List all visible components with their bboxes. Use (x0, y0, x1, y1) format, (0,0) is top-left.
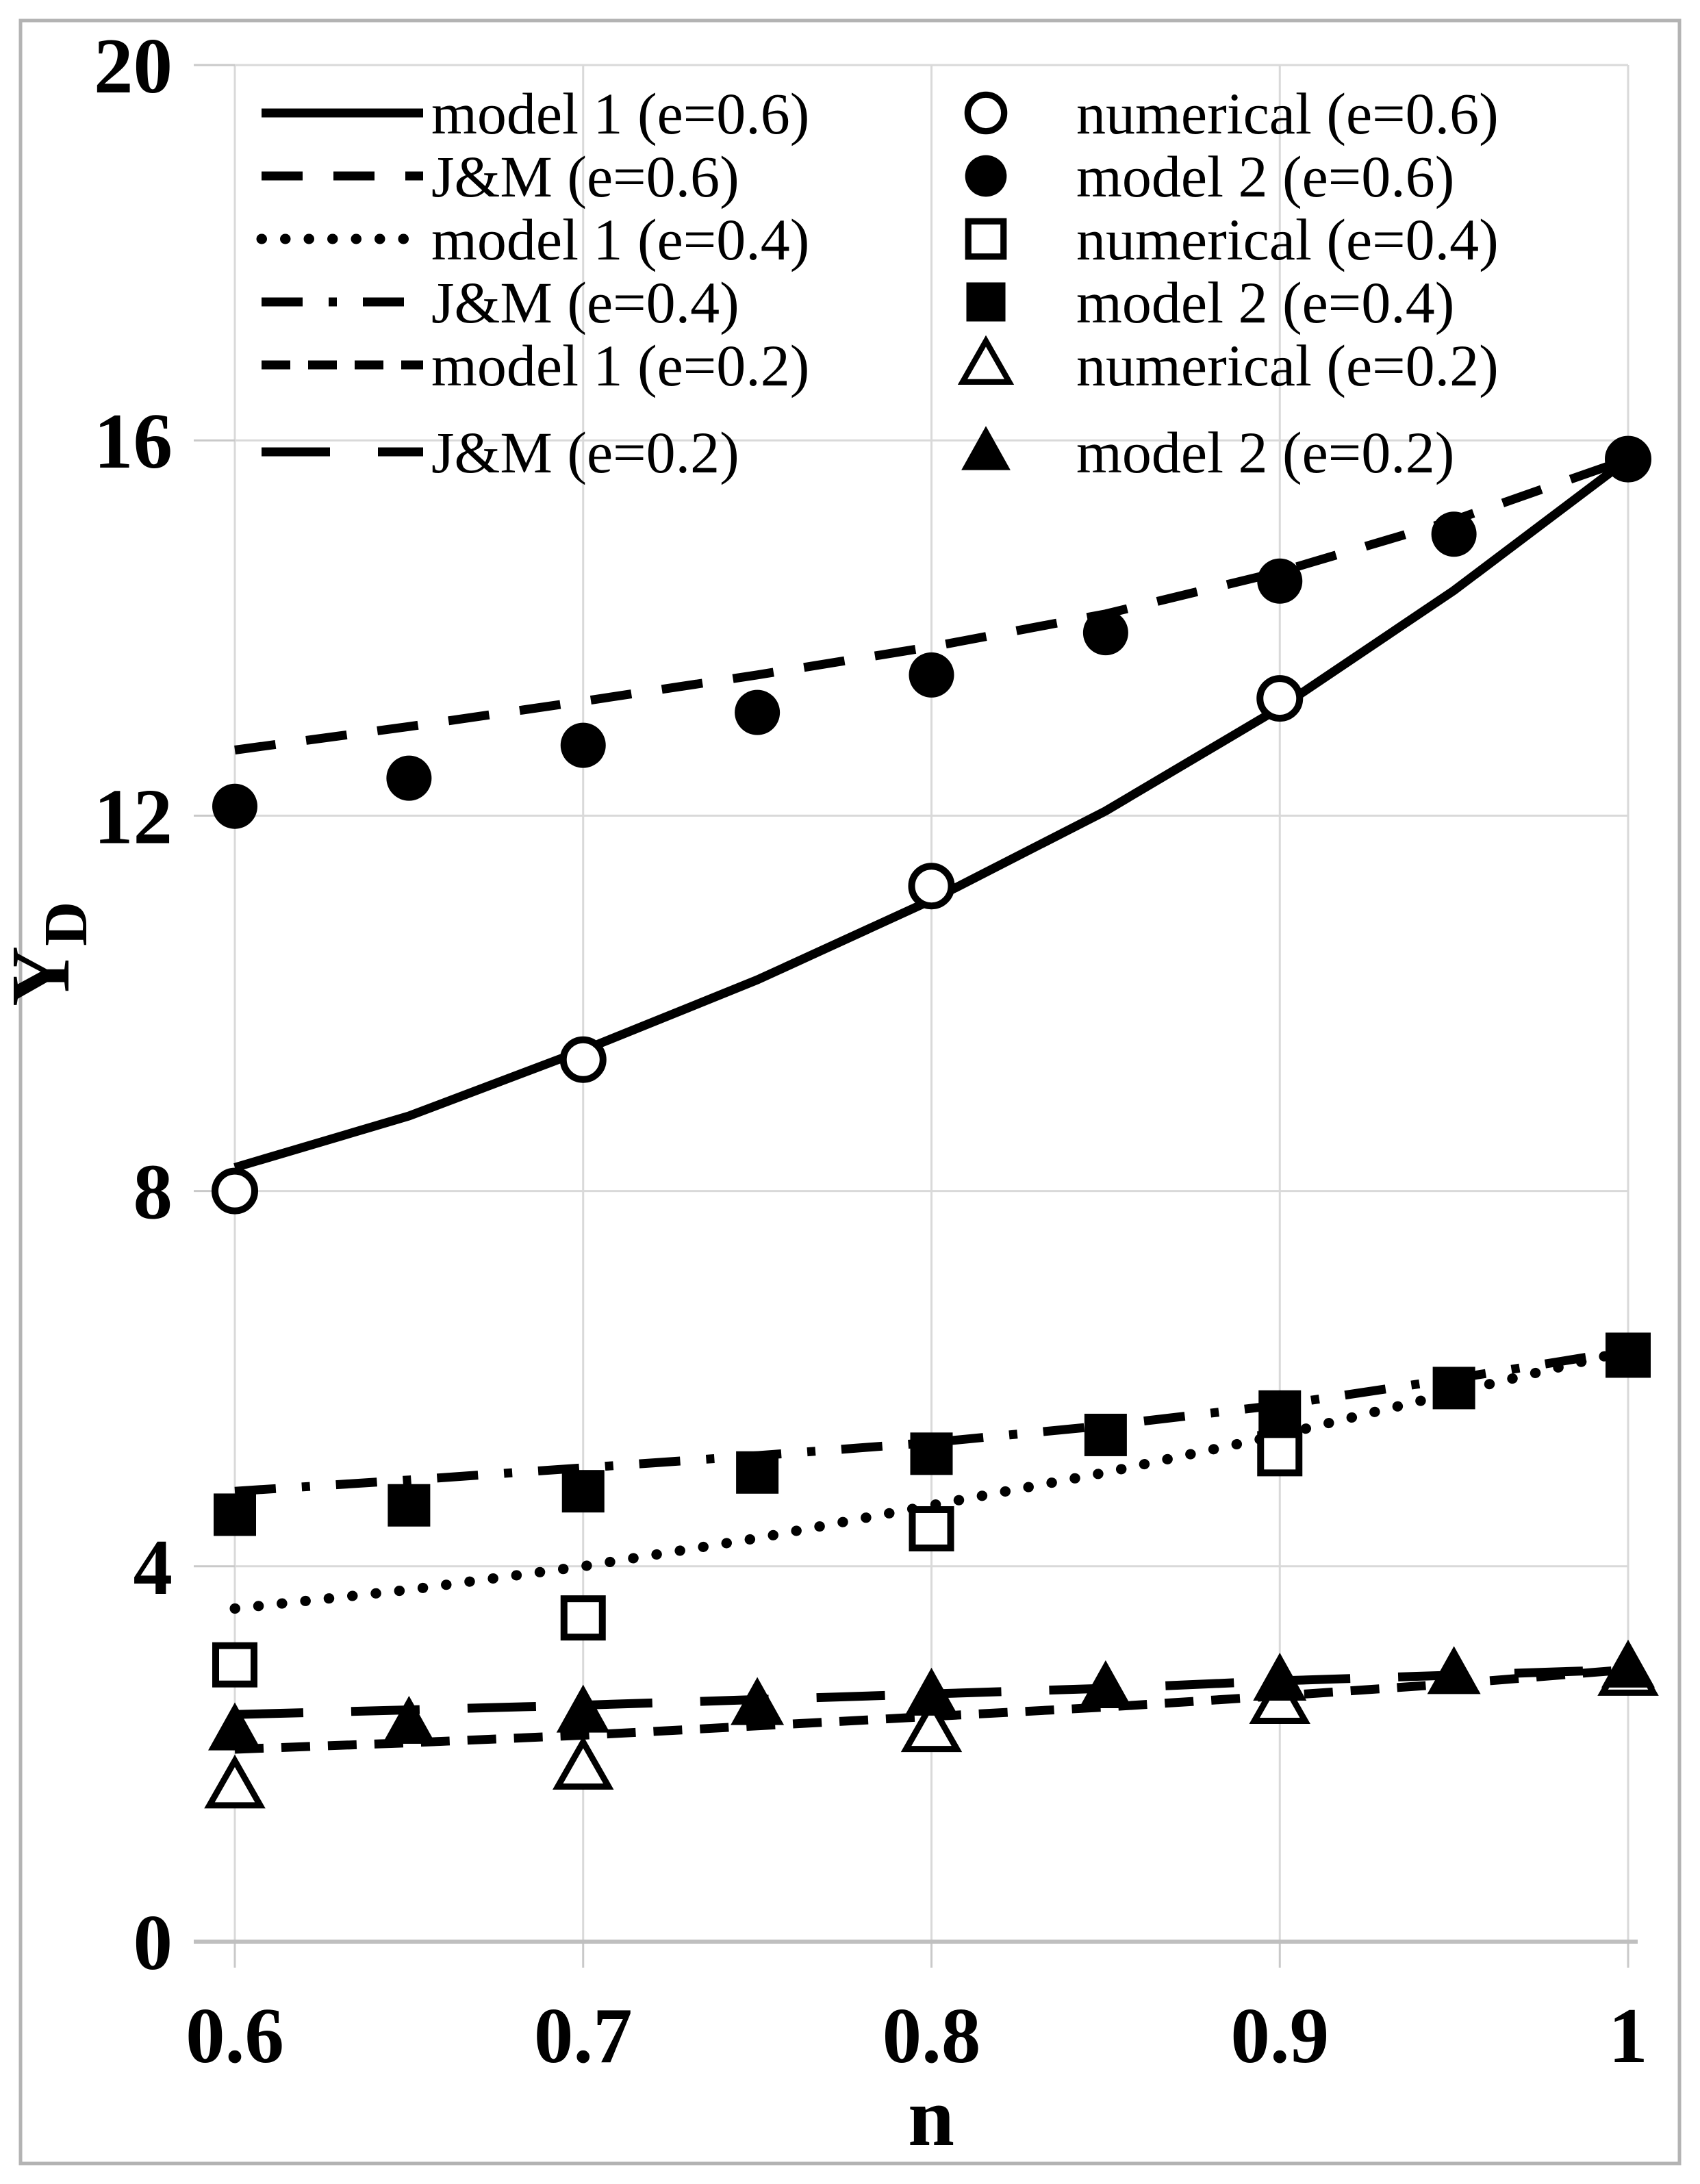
y-axis-title-main: Y (0, 946, 87, 1006)
data-point-marker-circle-filled (909, 652, 954, 698)
legend-label: J&M (e=0.6) (431, 144, 739, 209)
data-point-marker-triangle-filled (382, 1696, 436, 1744)
legend-label: model 2 (e=0.4) (1076, 270, 1454, 335)
legend: model 1 (e=0.6)J&M (e=0.6)model 1 (e=0.4… (256, 81, 1499, 485)
x-tick-label: 0.6 (186, 1992, 284, 2079)
legend-label: J&M (e=0.4) (431, 270, 739, 335)
data-point-marker-square-filled (388, 1484, 431, 1527)
x-tick-label: 1 (1608, 1992, 1648, 2079)
tick-labels: 0.6 0.7 0.8 0.9 1 0 4 8 12 16 20 (94, 23, 1648, 2079)
data-point-marker-square-open (1257, 1431, 1303, 1477)
data-point-marker-triangle-filled (904, 1667, 959, 1716)
y-tick-label: 4 (134, 1524, 173, 1611)
x-tick-label: 0.9 (1230, 1992, 1329, 2079)
series-line-dash (234, 455, 1630, 754)
data-point-marker-triangle-filled (1253, 1653, 1307, 1701)
data-point-marker-circle-open (964, 91, 1008, 135)
legend-label: numerical (e=0.6) (1076, 81, 1499, 147)
data-point-marker-triangle-filled (731, 1677, 785, 1725)
data-point-marker-triangle-filled (556, 1684, 610, 1733)
data-point-marker-circle-open (908, 863, 955, 910)
y-axis-title: YD (0, 902, 100, 1006)
legend-label: model 2 (e=0.6) (1076, 144, 1454, 209)
series-line-dot (229, 1345, 1634, 1614)
legend-label: J&M (e=0.2) (431, 420, 739, 485)
data-point-marker-triangle-filled (961, 426, 1011, 470)
legend-label: numerical (e=0.2) (1076, 333, 1499, 398)
axes (194, 64, 1638, 1968)
data-point-marker-circle-filled (735, 689, 781, 735)
data-point-marker-square-filled (561, 1470, 605, 1513)
data-point-marker-circle-filled (1431, 511, 1477, 557)
plot-series (204, 435, 1659, 1809)
data-point-marker-square-filled (1084, 1413, 1127, 1456)
data-point-marker-triangle-filled (1601, 1639, 1655, 1688)
y-tick-label: 16 (94, 398, 173, 485)
data-point-marker-square-filled (736, 1451, 779, 1494)
data-point-marker-circle-filled (560, 722, 606, 768)
data-point-marker-triangle-open (553, 1736, 614, 1790)
legend-label: numerical (e=0.4) (1076, 207, 1499, 272)
y-tick-label: 12 (94, 773, 173, 860)
data-point-marker-square-filled (966, 282, 1006, 322)
legend-label: model 1 (e=0.4) (431, 207, 809, 272)
data-point-marker-square-open (212, 1642, 257, 1688)
data-point-marker-square-filled (1432, 1367, 1475, 1410)
data-point-marker-square-filled (1607, 1334, 1649, 1377)
data-point-marker-square-filled (910, 1432, 953, 1475)
data-point-marker-circle-filled (1257, 558, 1303, 604)
data-point-marker-square-open (909, 1506, 954, 1551)
data-point-marker-circle-filled (1082, 610, 1128, 656)
data-point-marker-square-open (560, 1595, 606, 1641)
y-tick-label: 0 (134, 1899, 173, 1986)
data-point-marker-triangle-open (900, 1698, 963, 1753)
series-line-dashdot (234, 1346, 1629, 1496)
data-point-marker-triangle-filled (208, 1702, 262, 1751)
data-point-marker-triangle-open (204, 1754, 266, 1809)
legend-label: model 1 (e=0.6) (431, 81, 809, 147)
data-point-marker-square-open (965, 218, 1007, 260)
data-point-marker-circle-open (559, 1036, 607, 1083)
y-tick-label: 8 (134, 1149, 173, 1236)
data-point-marker-triangle-filled (1427, 1646, 1481, 1694)
y-tick-label: 20 (94, 23, 173, 110)
x-tick-label: 0.8 (883, 1992, 981, 2079)
y-axis-title-subscript: D (31, 902, 100, 946)
x-tick-label: 0.7 (534, 1992, 633, 2079)
legend-label: model 2 (e=0.2) (1076, 420, 1454, 485)
data-point-marker-square-filled (214, 1493, 256, 1536)
legend-label: model 1 (e=0.2) (431, 333, 809, 398)
data-point-marker-circle-filled (212, 783, 257, 829)
data-point-marker-circle-filled (386, 755, 432, 801)
axis-titles: n YD (0, 902, 954, 2163)
data-point-marker-circle-filled (1606, 436, 1651, 482)
data-point-marker-circle-open (1256, 675, 1304, 722)
data-point-marker-triangle-filled (1078, 1660, 1132, 1708)
data-point-marker-square-filled (1258, 1390, 1302, 1433)
data-point-marker-circle-open (212, 1167, 258, 1215)
data-point-marker-triangle-open (957, 335, 1015, 385)
x-axis-title: n (908, 2071, 954, 2163)
figure-border (18, 18, 1682, 2166)
data-point-marker-circle-filled (965, 155, 1007, 197)
